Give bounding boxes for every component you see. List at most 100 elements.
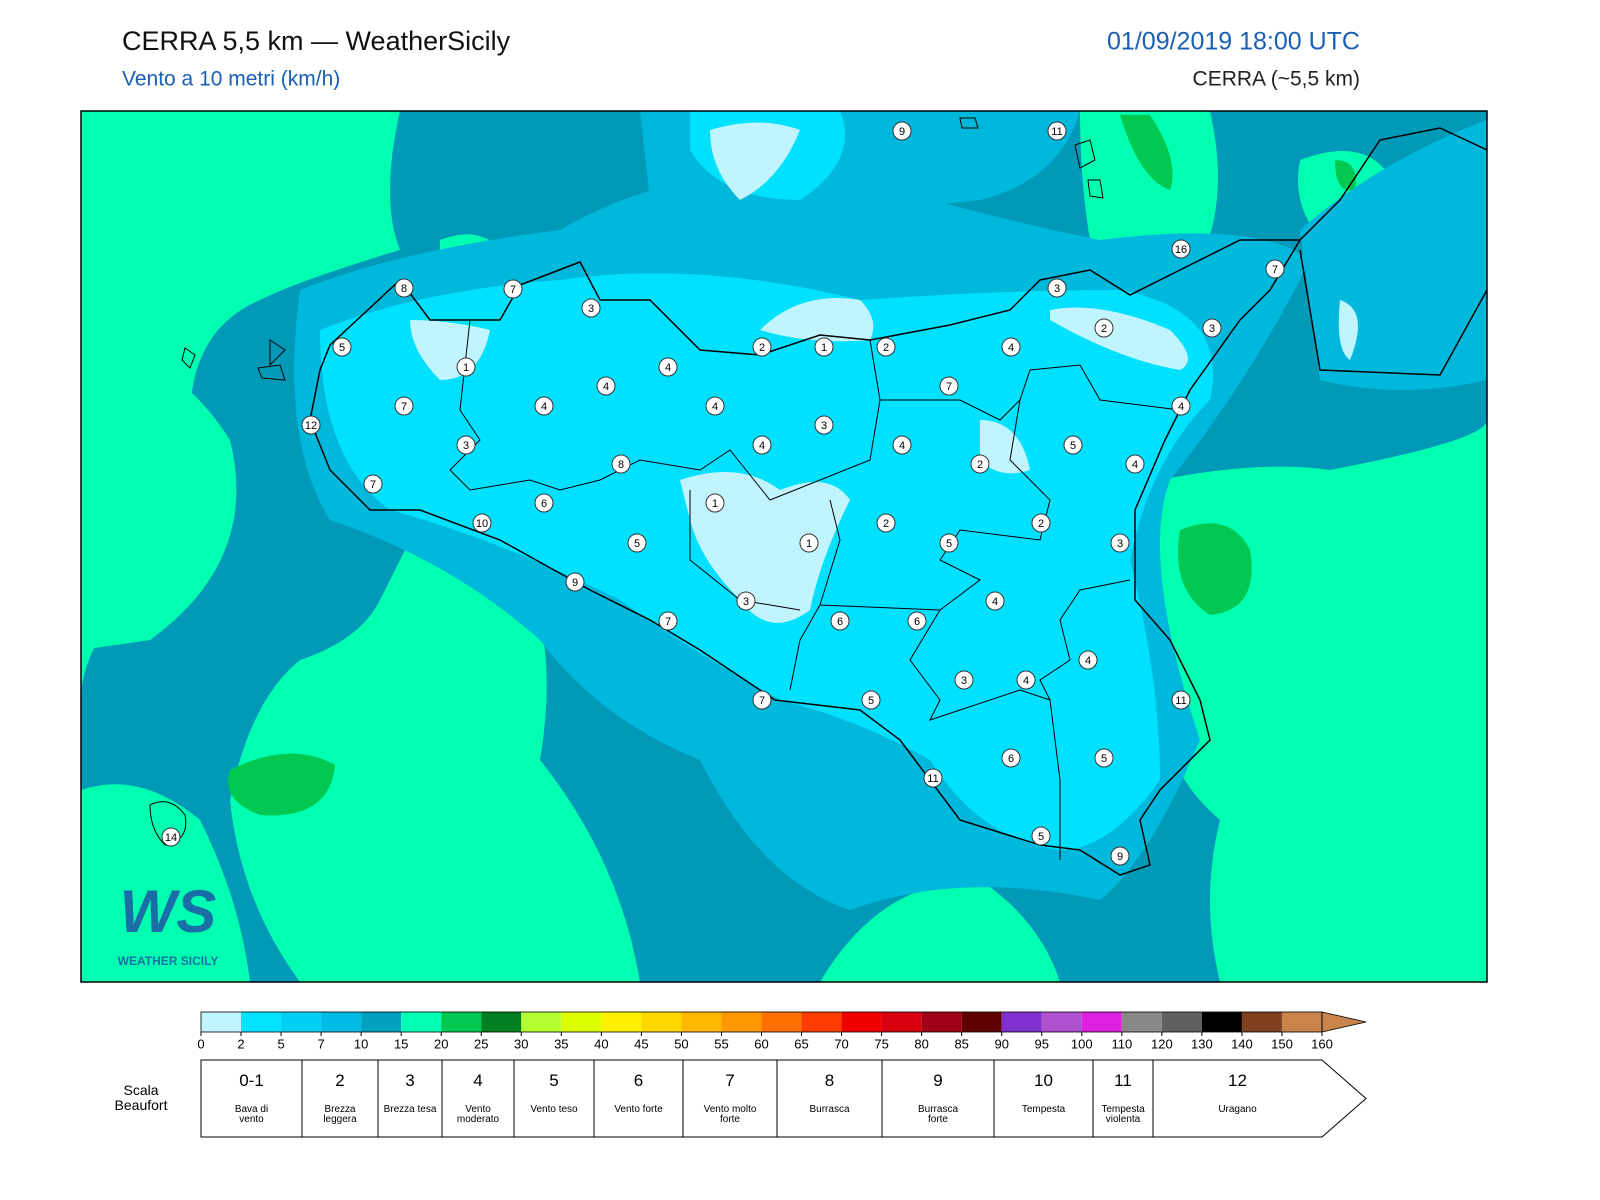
station-marker <box>705 396 725 416</box>
station-marker <box>814 337 834 357</box>
colorbar-tick-label: 90 <box>994 1036 1008 1051</box>
station-marker <box>581 298 601 318</box>
beaufort-force: 3 <box>405 1071 415 1090</box>
beaufort-force: 10 <box>1034 1071 1053 1090</box>
colorbar-tick-label: 45 <box>634 1036 648 1051</box>
colorbar-tick-label: 85 <box>954 1036 968 1051</box>
station-marker <box>503 279 523 299</box>
station-marker <box>876 337 896 357</box>
station-value: 2 <box>759 342 765 354</box>
station-marker <box>456 357 476 377</box>
colorbar-segment <box>521 1012 562 1032</box>
station-marker <box>985 591 1005 611</box>
station-value: 4 <box>1085 655 1091 667</box>
station-value: 9 <box>1117 851 1123 863</box>
colorbar-segment <box>361 1012 402 1032</box>
station-marker <box>752 435 772 455</box>
colorbar-tick-label: 25 <box>474 1036 488 1051</box>
station-value: 4 <box>712 401 718 413</box>
station-marker <box>1047 278 1067 298</box>
station-value: 11 <box>927 773 938 785</box>
station-marker <box>876 513 896 533</box>
station-value: 6 <box>914 616 920 628</box>
station-marker <box>705 493 725 513</box>
model: CERRA (~5,5 km) <box>1193 68 1360 91</box>
colorbar-segment <box>681 1012 722 1032</box>
colorbar-tick-label: 70 <box>834 1036 848 1051</box>
station-value: 6 <box>1008 753 1014 765</box>
station-marker <box>301 415 321 435</box>
colorbar-segment <box>601 1012 642 1032</box>
station-value: 1 <box>821 342 827 354</box>
beaufort-force: 2 <box>335 1071 345 1090</box>
station-value: 5 <box>946 538 952 550</box>
station-value: 4 <box>992 596 998 608</box>
colorbar-tick-label: 30 <box>514 1036 528 1051</box>
logo: WS <box>120 878 217 945</box>
station-value: 3 <box>463 440 469 452</box>
colorbar-tick-label: 95 <box>1035 1036 1049 1051</box>
colorbar-tick-label: 60 <box>754 1036 768 1051</box>
beaufort-description: Bava di vento <box>234 1104 269 1125</box>
station-marker <box>1110 533 1130 553</box>
station-marker <box>161 827 181 847</box>
station-value: 5 <box>1038 831 1044 843</box>
beaufort-force: 4 <box>473 1071 483 1090</box>
station-marker <box>611 454 631 474</box>
beaufort-description: Tempesta <box>1021 1104 1066 1115</box>
beaufort-description: Burrasca forte <box>917 1104 958 1125</box>
station-marker <box>736 591 756 611</box>
station-marker <box>1110 846 1130 866</box>
station-value: 5 <box>868 695 874 707</box>
date: 01/09/2019 18:00 UTC <box>1107 28 1360 56</box>
beaufort-label: Scala Beaufort <box>115 1082 168 1113</box>
station-marker <box>565 572 585 592</box>
colorbar-segment <box>561 1012 602 1032</box>
colorbar-segment <box>201 1012 242 1032</box>
station-marker <box>534 493 554 513</box>
station-marker <box>1063 435 1083 455</box>
beaufort-description: Uragano <box>1218 1104 1257 1115</box>
colorbar-segment <box>281 1012 322 1032</box>
beaufort-force: 0-1 <box>239 1071 264 1090</box>
beaufort-description: Tempesta violenta <box>1101 1104 1145 1125</box>
station-marker <box>907 611 927 631</box>
station-marker <box>394 278 414 298</box>
station-marker <box>1094 748 1114 768</box>
station-marker <box>1171 396 1191 416</box>
station-marker <box>752 337 772 357</box>
station-value: 4 <box>1023 675 1029 687</box>
colorbar-segment <box>721 1012 762 1032</box>
station-value: 4 <box>1132 459 1138 471</box>
station-marker <box>1171 690 1191 710</box>
station-value: 2 <box>1101 323 1107 335</box>
colorbar-tick-label: 75 <box>874 1036 888 1051</box>
colorbar-segment <box>641 1012 682 1032</box>
colorbar-segment <box>841 1012 882 1032</box>
colorbar-tick-label: 80 <box>914 1036 928 1051</box>
station-marker <box>596 376 616 396</box>
station-value: 2 <box>883 518 889 530</box>
station-value: 3 <box>821 420 827 432</box>
station-marker <box>1001 748 1021 768</box>
station-value: 3 <box>1209 323 1215 335</box>
beaufort-description: Vento moderato <box>456 1104 500 1125</box>
station-value: 7 <box>510 284 516 296</box>
station-value: 3 <box>961 675 967 687</box>
colorbar-segment <box>321 1012 362 1032</box>
station-value: 3 <box>1054 283 1060 295</box>
station-marker <box>658 611 678 631</box>
station-value: 8 <box>618 459 624 471</box>
colorbar-tick-label: 100 <box>1071 1036 1093 1051</box>
colorbar-segment <box>881 1012 922 1032</box>
beaufort-force: 12 <box>1228 1071 1247 1090</box>
station-value: 2 <box>883 342 889 354</box>
station-marker <box>627 533 647 553</box>
station-marker <box>1078 650 1098 670</box>
subtitle: Vento a 10 metri (km/h) <box>122 68 340 91</box>
colorbar-tick-label: 15 <box>394 1036 408 1051</box>
map-frame <box>80 110 1488 983</box>
station-marker <box>814 415 834 435</box>
station-value: 4 <box>1178 401 1184 413</box>
